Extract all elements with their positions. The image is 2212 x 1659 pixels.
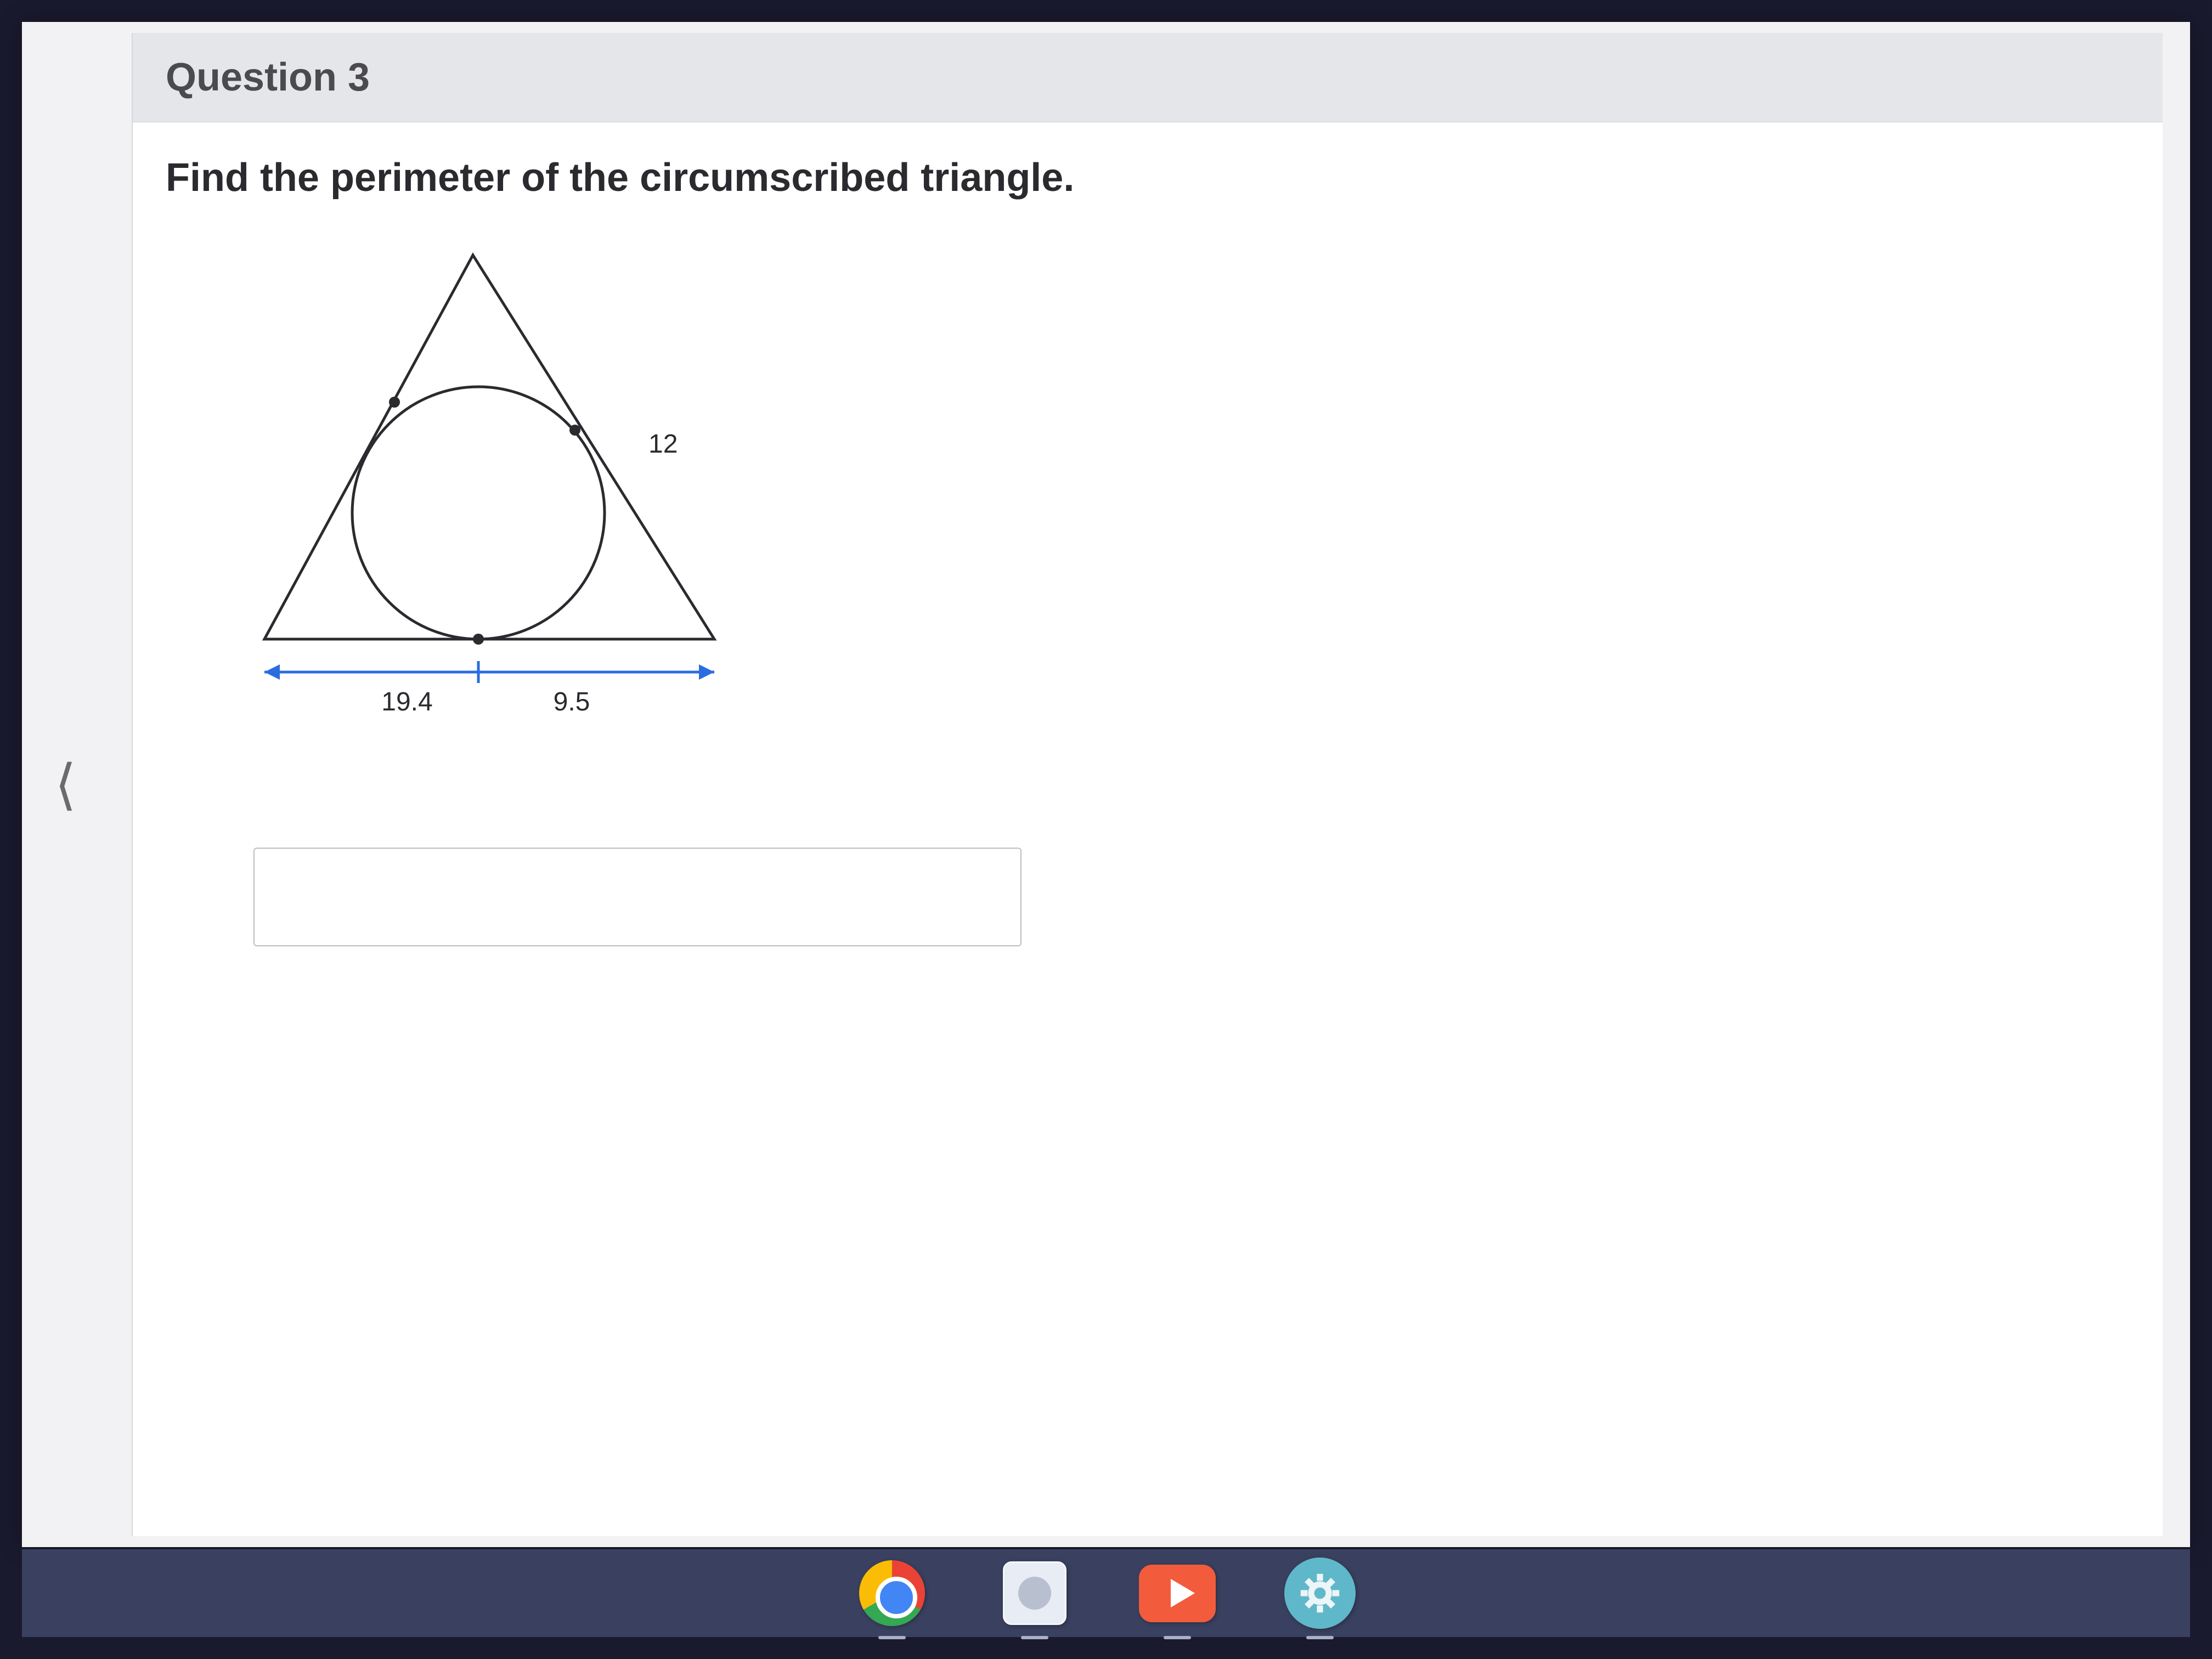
question-title: Question 3: [166, 55, 370, 99]
question-prompt: Find the perimeter of the circumscribed …: [166, 155, 2130, 200]
app-window: ⟨ Question 3 Find the perimeter of the c…: [22, 22, 2190, 1547]
settings-icon[interactable]: [1282, 1555, 1358, 1632]
question-panel: Question 3 Find the perimeter of the cir…: [132, 33, 2163, 1536]
taskbar: [22, 1549, 2190, 1637]
label-bottom-total: 19.4: [381, 687, 432, 716]
answer-input[interactable]: [253, 848, 1022, 946]
triangle-diagram: 12 9.5 19.4: [199, 222, 802, 749]
prev-question-arrow[interactable]: ⟨: [55, 753, 76, 817]
files-icon[interactable]: [996, 1555, 1073, 1632]
question-body: Find the perimeter of the circumscribed …: [133, 122, 2163, 979]
youtube-icon[interactable]: [1139, 1555, 1216, 1632]
label-bottom-right: 9.5: [554, 687, 590, 716]
label-right-segment: 12: [648, 430, 678, 459]
chrome-icon[interactable]: [854, 1555, 930, 1632]
question-header: Question 3: [133, 33, 2163, 122]
